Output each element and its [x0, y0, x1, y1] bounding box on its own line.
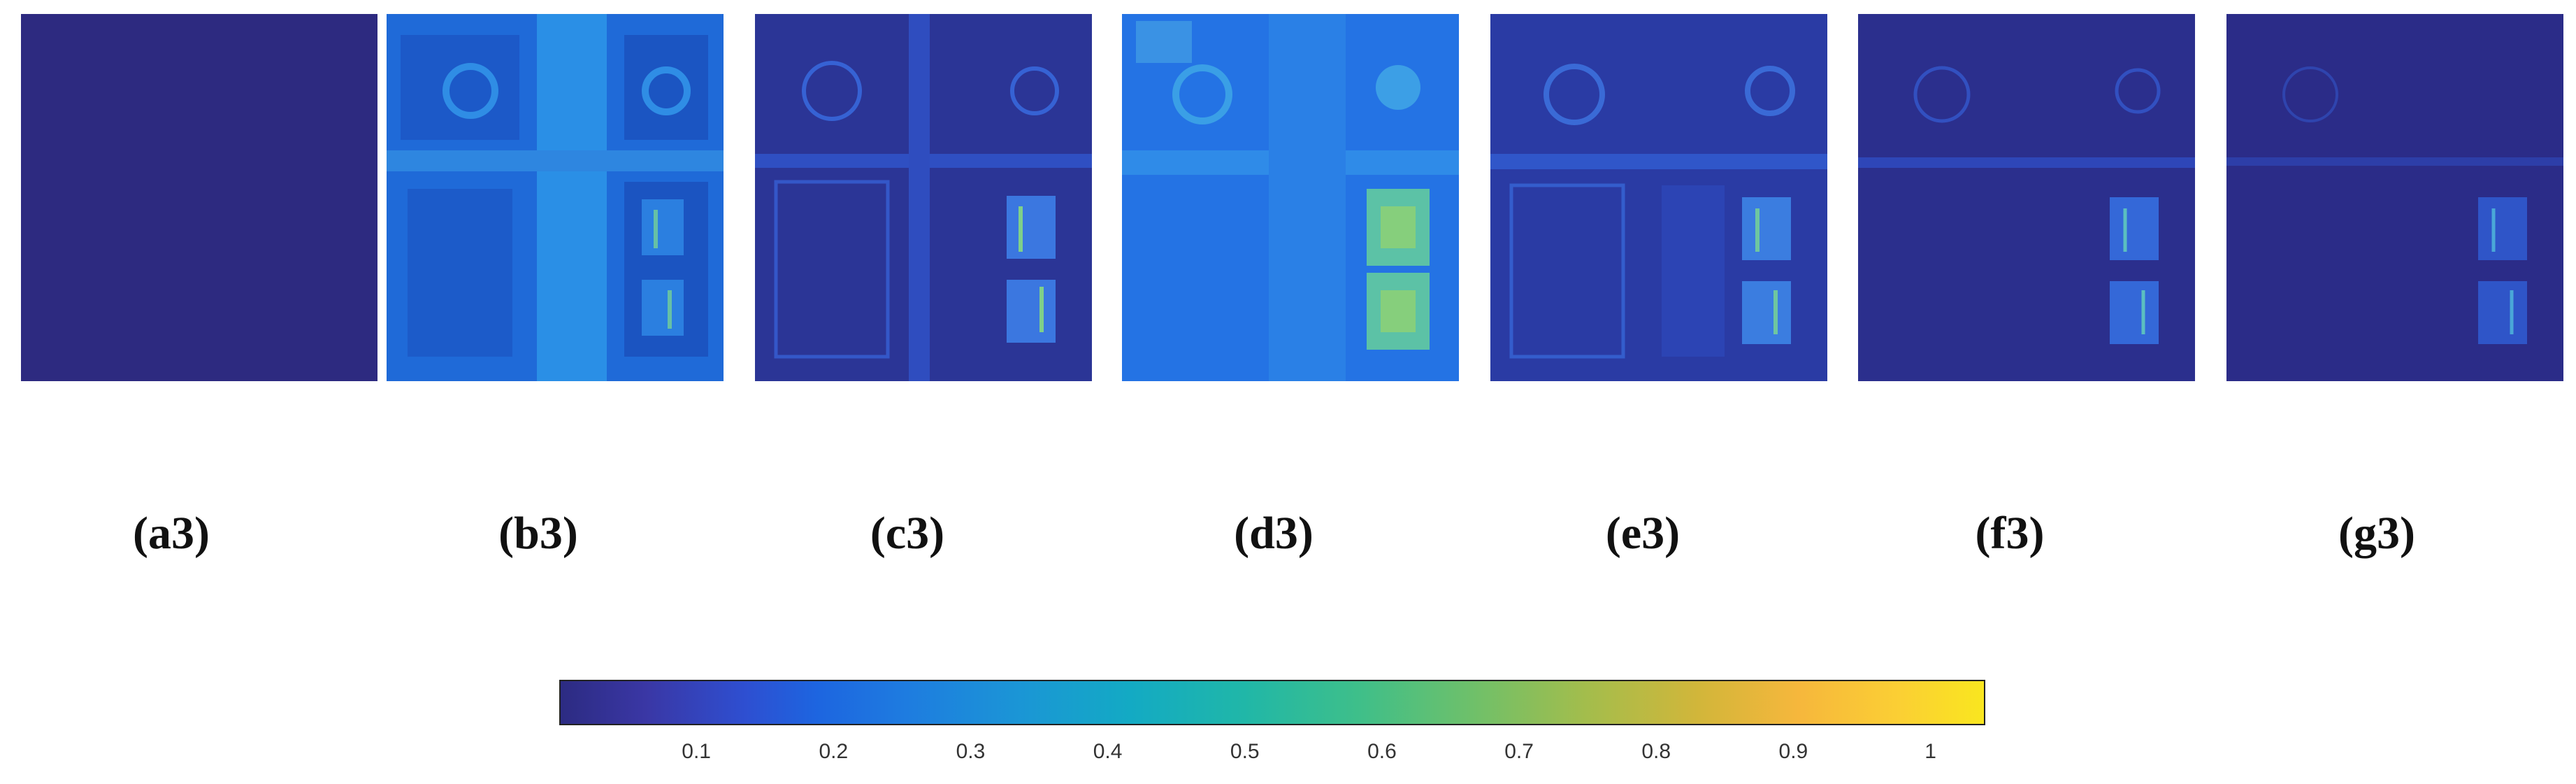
colorbar-tick-label: 0.5: [1230, 740, 1260, 763]
colorbar-tick-label: 0.6: [1367, 740, 1397, 763]
panel-d3-image: [1122, 14, 1459, 381]
panel-a3-image: [21, 14, 377, 381]
caption-d3: (d3): [1234, 508, 1314, 559]
colorbar: [559, 680, 1985, 725]
colorbar-tick-label: 1: [1924, 740, 1936, 763]
caption-f3: (f3): [1975, 508, 2045, 559]
colorbar-tick-label: 0.2: [819, 740, 849, 763]
panel-g3-image: [2226, 14, 2563, 381]
panel-f3-image: [1858, 14, 2195, 381]
colorbar-tick-label: 0.7: [1504, 740, 1534, 763]
caption-g3: (g3): [2338, 508, 2415, 559]
colorbar-ticks: 0.1 0.2 0.3 0.4 0.5 0.6 0.7 0.8 0.9 1: [559, 740, 1985, 768]
colorbar-tick-label: 0.3: [956, 740, 986, 763]
colorbar-tick-label: 0.8: [1641, 740, 1671, 763]
panel-e3-image: [1490, 14, 1827, 381]
colorbar-tick-label: 0.9: [1778, 740, 1808, 763]
caption-b3: (b3): [498, 508, 578, 559]
panel-b3-image: [387, 14, 724, 381]
colorbar-tick-label: 0.4: [1093, 740, 1123, 763]
caption-c3: (c3): [870, 508, 945, 559]
caption-a3: (a3): [133, 508, 210, 559]
colorbar-tick-label: 0.1: [682, 740, 711, 763]
caption-e3: (e3): [1605, 508, 1681, 559]
panel-c3-image: [755, 14, 1092, 381]
